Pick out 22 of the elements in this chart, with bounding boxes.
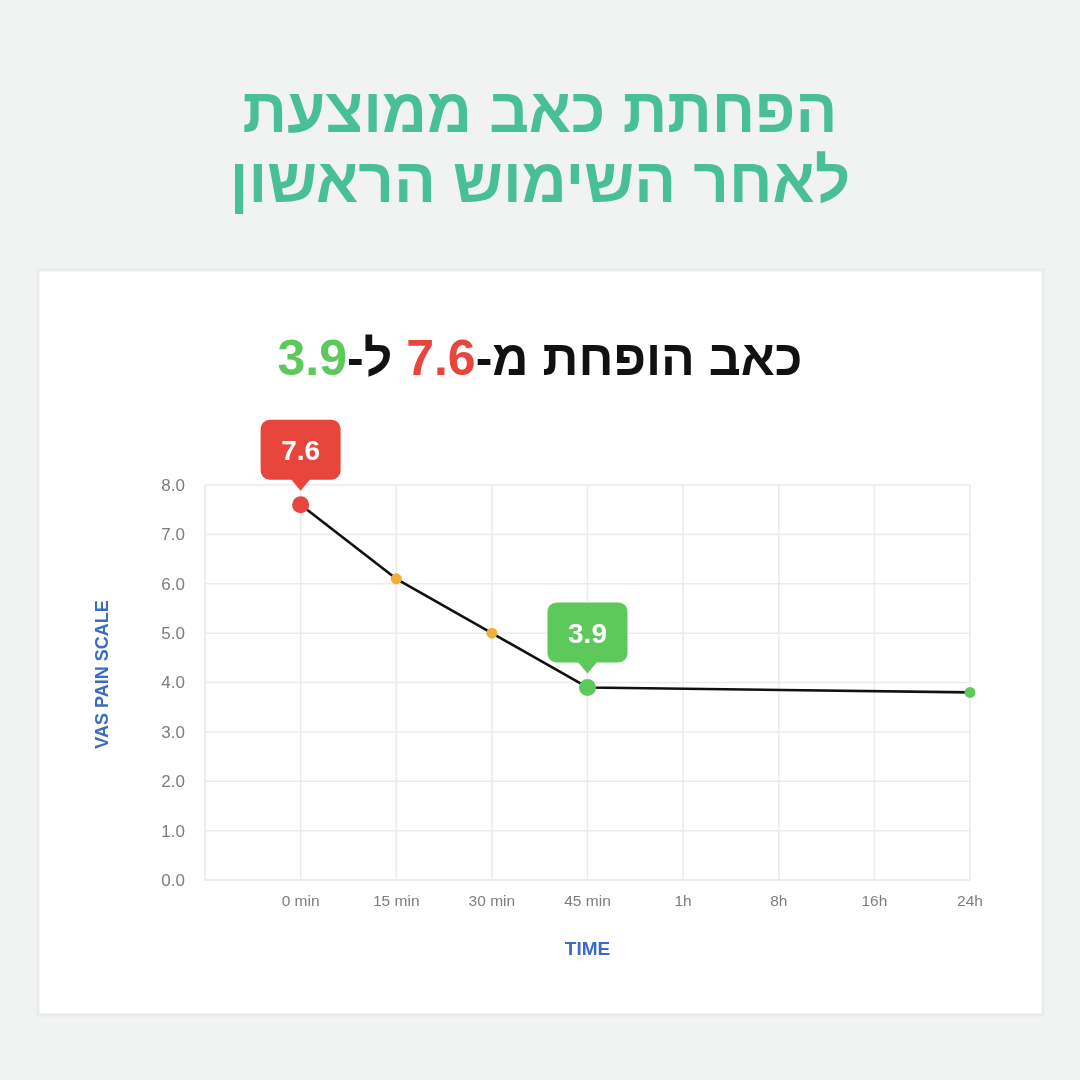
x-tick-label: 1h <box>674 892 692 909</box>
data-label: 7.6 <box>281 434 321 466</box>
y-tick-label: 5.0 <box>161 624 185 644</box>
y-tick-label: 1.0 <box>161 821 185 841</box>
x-tick-label: 45 min <box>564 892 611 909</box>
x-axis-title: TIME <box>564 938 611 959</box>
y-tick-label: 6.0 <box>161 574 185 594</box>
x-tick-label: 16h <box>861 892 888 909</box>
y-tick-label: 2.0 <box>161 772 185 792</box>
x-tick-label: 30 min <box>468 892 516 909</box>
data-label: 3.9 <box>568 617 607 649</box>
x-tick-label: 24h <box>957 892 983 909</box>
y-tick-label: 8.0 <box>161 475 185 495</box>
y-tick-label: 3.0 <box>161 722 185 742</box>
y-axis-title: VAS PAIN SCALE <box>92 600 112 749</box>
x-tick-label: 15 min <box>372 892 420 909</box>
y-tick-label: 4.0 <box>161 673 185 693</box>
y-tick-label: 7.0 <box>161 525 185 545</box>
y-tick-label: 0.0 <box>161 870 185 890</box>
x-tick-label: 8h <box>770 892 788 909</box>
x-tick-label: 0 min <box>281 892 320 909</box>
chart-title: הפחתת כאב ממוצעת לאחר השימוש הראשון <box>229 76 851 215</box>
